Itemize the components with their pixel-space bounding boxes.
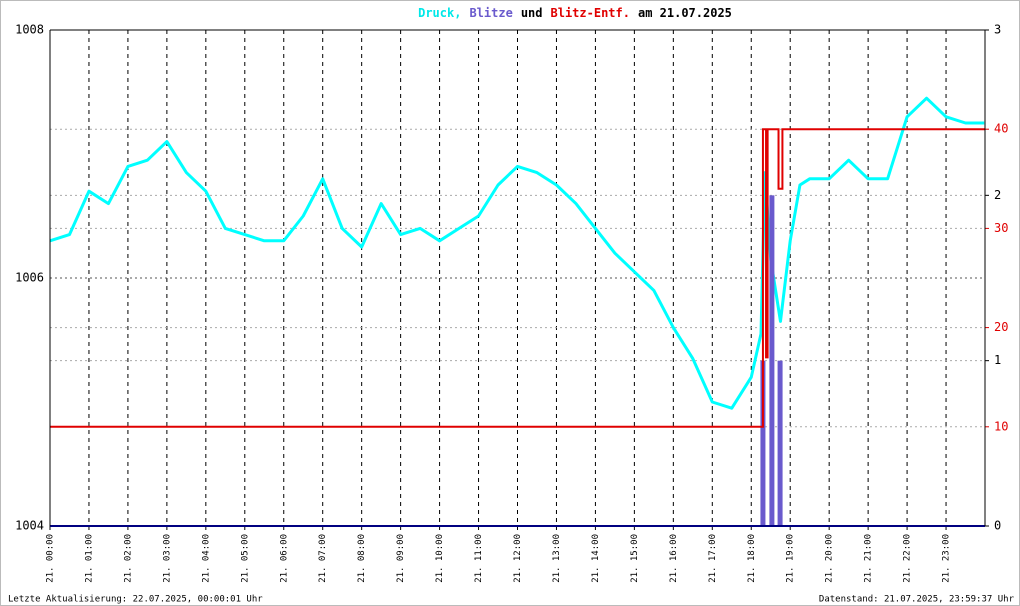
- y3-tick-label: 30: [994, 221, 1008, 235]
- x-tick-label: 21. 07:00: [318, 534, 328, 583]
- x-tick-label: 21. 08:00: [357, 534, 367, 583]
- lightning-bar: [760, 360, 766, 526]
- x-tick-label: 21. 19:00: [786, 534, 796, 583]
- title-part: Blitze: [469, 6, 512, 20]
- y2-tick-label: 3: [994, 23, 1001, 37]
- x-tick-label: 21. 21:00: [864, 534, 874, 583]
- x-tick-label: 21. 23:00: [942, 534, 952, 583]
- x-tick-label: 21. 02:00: [123, 534, 133, 583]
- lightning-bar: [777, 360, 783, 526]
- y2-tick-label: 1: [994, 353, 1001, 367]
- footer-left: Letzte Aktualisierung: 22.07.2025, 00:00…: [8, 595, 263, 605]
- x-tick-label: 21. 11:00: [474, 534, 484, 583]
- x-tick-label: 21. 18:00: [747, 534, 757, 583]
- title-part: und: [521, 6, 543, 20]
- x-tick-label: 21. 05:00: [240, 534, 250, 583]
- x-tick-label: 21. 03:00: [162, 534, 172, 583]
- y2-tick-label: 2: [994, 188, 1001, 202]
- y-tick-label: 1004: [15, 519, 44, 533]
- y3-tick-label: 10: [994, 419, 1008, 433]
- y3-tick-label: 40: [994, 122, 1008, 136]
- y-tick-label: 1006: [15, 271, 44, 285]
- y3-tick-label: 20: [994, 320, 1008, 334]
- x-tick-label: 21. 17:00: [708, 534, 718, 583]
- y2-tick-label: 0: [994, 519, 1001, 533]
- title-part: am 21.07.2025: [638, 6, 732, 20]
- x-tick-label: 21. 22:00: [903, 534, 913, 583]
- x-tick-label: 21. 09:00: [396, 534, 406, 583]
- x-tick-label: 21. 15:00: [630, 534, 640, 583]
- x-tick-label: 21. 16:00: [669, 534, 679, 583]
- x-tick-label: 21. 13:00: [552, 534, 562, 583]
- distance-line: [50, 128, 985, 428]
- x-tick-label: 21. 20:00: [825, 534, 835, 583]
- x-tick-label: 21. 04:00: [201, 534, 211, 583]
- pressure-line: [49, 96, 985, 410]
- title-part: Blitz-Entf.: [551, 6, 630, 20]
- x-tick-label: 21. 06:00: [279, 534, 289, 583]
- lightning-bar: [769, 195, 775, 527]
- footer-right: Datenstand: 21.07.2025, 23:59:37 Uhr: [819, 595, 1015, 605]
- chart-title: Druck, Blitze und Blitz-Entf. am 21.07.2025: [418, 6, 732, 20]
- x-tick-label: 21. 10:00: [435, 534, 445, 583]
- x-tick-label: 21. 12:00: [513, 534, 523, 583]
- x-tick-label: 21. 01:00: [84, 534, 94, 583]
- title-part: Druck,: [418, 6, 461, 20]
- x-tick-label: 21. 00:00: [46, 534, 56, 583]
- x-tick-label: 21. 14:00: [591, 534, 601, 583]
- y-tick-label: 1008: [15, 23, 44, 37]
